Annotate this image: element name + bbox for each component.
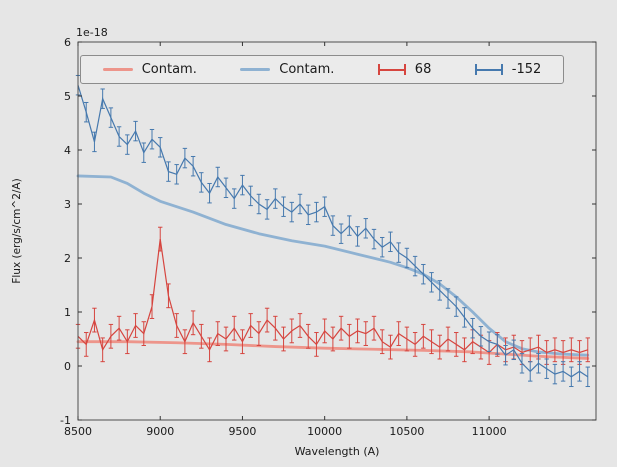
svg-text:6: 6: [64, 36, 71, 49]
legend-item-contam-red: Contam.: [102, 62, 197, 77]
axes-frame: [77, 41, 597, 421]
svg-text:8500: 8500: [64, 425, 92, 438]
svg-text:1e-18: 1e-18: [76, 26, 108, 39]
series-beam-68: [75, 226, 590, 365]
plot-area: [78, 42, 596, 420]
blue-line-swatch: [240, 68, 271, 71]
red-errorbar-swatch: [377, 64, 406, 75]
legend: Contam. Contam. 68 -152: [80, 55, 564, 84]
svg-text:4: 4: [64, 144, 71, 157]
svg-text:1: 1: [64, 306, 71, 319]
svg-text:0: 0: [64, 360, 71, 373]
series-contam-blue: [76, 174, 590, 357]
svg-text:-1: -1: [60, 414, 71, 427]
legend-label-152: -152: [511, 62, 542, 77]
svg-text:10000: 10000: [307, 425, 342, 438]
blue-errorbar-swatch: [474, 64, 503, 75]
svg-text:11000: 11000: [472, 425, 507, 438]
legend-item-68: 68: [377, 62, 432, 77]
svg-text:9000: 9000: [146, 425, 174, 438]
svg-text:3: 3: [64, 198, 71, 211]
legend-label-contam-red: Contam.: [141, 62, 197, 77]
svg-text:9500: 9500: [228, 425, 256, 438]
series-contam-red: [76, 340, 590, 360]
legend-item-contam-blue: Contam.: [240, 63, 334, 76]
red-line-swatch: [102, 68, 133, 71]
legend-label-contam-blue: Contam.: [279, 62, 335, 77]
legend-label-68: 68: [414, 62, 432, 77]
svg-text:10500: 10500: [389, 425, 424, 438]
svg-text:2: 2: [64, 252, 71, 265]
legend-item-152: -152: [474, 62, 542, 77]
svg-text:5: 5: [64, 90, 71, 103]
svg-text:Wavelength (A): Wavelength (A): [295, 445, 380, 458]
series-beam-152: [75, 74, 590, 388]
svg-text:Flux (erg/s/cm^2/A): Flux (erg/s/cm^2/A): [11, 178, 23, 283]
